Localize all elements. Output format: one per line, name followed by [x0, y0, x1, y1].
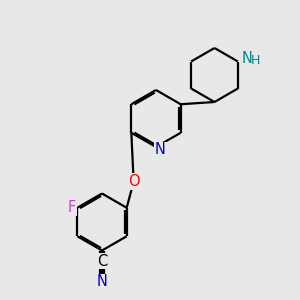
Text: N: N: [155, 142, 166, 158]
Text: O: O: [128, 174, 140, 189]
Text: C: C: [97, 254, 107, 268]
Text: F: F: [68, 200, 76, 215]
Text: N: N: [242, 51, 253, 66]
Text: N: N: [97, 274, 107, 290]
Text: H: H: [250, 53, 260, 67]
